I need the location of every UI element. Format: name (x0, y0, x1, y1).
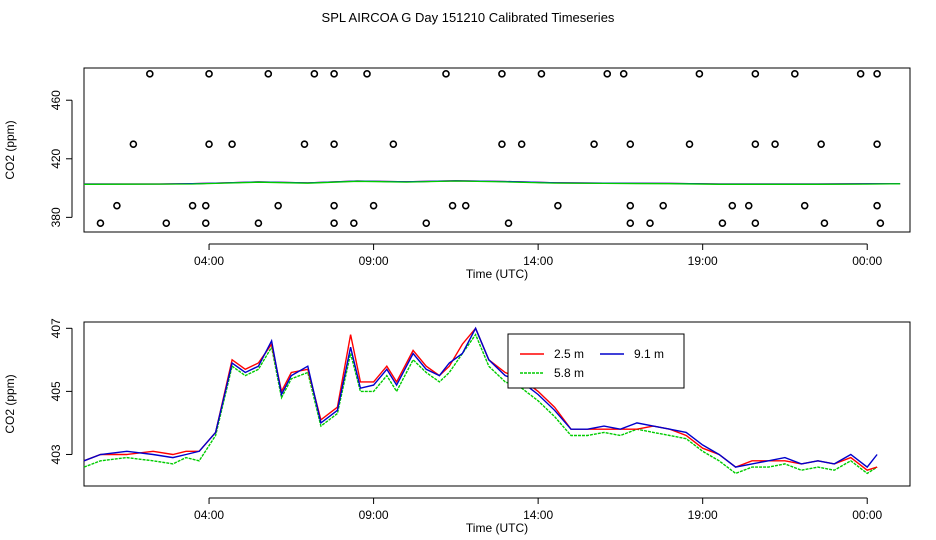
top-panel-data-point (162, 219, 171, 228)
top-panel-data-point (619, 70, 628, 78)
top-panel-data-point (129, 140, 138, 148)
top-panel-data-point (626, 201, 635, 210)
top-panel-data-point (254, 219, 263, 228)
top-panel-data-point (504, 219, 513, 228)
bottom-panel-legend-label: 9.1 m (634, 347, 664, 361)
bottom-panel-series-line (83, 326, 878, 469)
page-title: SPL AIRCOA G Day 151210 Calibrated Times… (322, 10, 615, 25)
top-panel-data-point (554, 201, 562, 210)
bottom-panel-series-line (83, 326, 878, 471)
top-panel-data-point (201, 201, 210, 210)
top-panel-data-point (873, 201, 881, 210)
bottom-panel-y-tick-label: 407 (49, 318, 63, 338)
top-panel-data-point (310, 70, 319, 78)
top-panel-x-tick-label: 19:00 (688, 254, 718, 268)
top-panel-data-point (873, 70, 881, 78)
top-panel-data-point (603, 70, 612, 78)
top-panel-data-point (369, 201, 378, 210)
top-panel-data-point (363, 70, 371, 78)
top-panel-data-point (751, 219, 760, 228)
top-panel-data-point (685, 140, 694, 148)
bottom-panel-x-tick-label: 04:00 (194, 508, 224, 522)
bottom-panel-x-tick-label: 09:00 (359, 508, 389, 522)
top-panel-plot-frame (83, 67, 911, 233)
top-panel-data-point (330, 140, 338, 148)
bottom-panel-x-axis-label: Time (UTC) (466, 521, 528, 535)
bottom-panel-x-tick-label: 19:00 (688, 508, 718, 522)
top-panel-data-point (659, 201, 667, 210)
top-panel-x-tick-label: 04:00 (194, 254, 224, 268)
bottom-panel-y-axis-label: CO2 (ppm) (3, 374, 17, 433)
top-panel-data-point (96, 219, 105, 228)
top-panel-y-tick-label: 380 (49, 207, 63, 227)
top-panel-data-point (718, 219, 727, 228)
top-panel-data-point (442, 70, 450, 78)
top-panel-data-point (113, 201, 121, 210)
top-panel-data-point (873, 140, 881, 148)
top-panel-data-point (820, 219, 829, 228)
top-panel-data-point (389, 140, 398, 148)
top-panel-x-tick-label: 00:00 (852, 254, 882, 268)
bottom-panel-legend-box (507, 333, 685, 389)
top-panel-data-point (626, 140, 635, 148)
bottom-panel-x-tick-label: 14:00 (523, 508, 553, 522)
top-panel-data-point (228, 140, 236, 148)
bottom-panel-x-tick-label: 00:00 (852, 508, 882, 522)
bottom-panel-plot-frame (83, 321, 911, 487)
top-panel-data-point (517, 140, 526, 148)
top-panel-data-point (146, 70, 154, 78)
bottom-panel-y-tick-label: 405 (49, 381, 63, 401)
top-panel-data-point (791, 70, 799, 78)
top-panel-data-point (537, 70, 546, 78)
top-panel-data-point (330, 219, 338, 228)
top-panel-data-point (448, 201, 457, 210)
top-panel-data-point (205, 70, 213, 78)
top-panel-data-point (817, 140, 825, 148)
top-panel-data-point (330, 201, 338, 210)
top-panel-data-point (695, 70, 704, 78)
top-panel-data-point (422, 219, 431, 228)
top-panel-data-point (188, 201, 197, 210)
top-panel-data-point (626, 219, 635, 228)
top-panel-series-line (83, 180, 901, 185)
top-panel-data-point (771, 140, 779, 148)
top-panel-data-point (264, 70, 273, 78)
top-panel-y-axis-label: CO2 (ppm) (3, 120, 17, 179)
bottom-panel-y-tick-label: 403 (49, 444, 63, 464)
top-panel-data-point (201, 219, 210, 228)
top-panel-y-tick-label: 460 (49, 90, 63, 110)
top-panel-data-point (498, 140, 506, 148)
top-panel-x-tick-label: 09:00 (359, 254, 389, 268)
top-panel-data-point (274, 201, 282, 210)
bottom-panel-series-line (83, 333, 878, 475)
top-panel-data-point (751, 70, 760, 78)
bottom-panel-legend-label: 5.8 m (554, 366, 584, 380)
top-panel-data-point (876, 219, 885, 228)
top-panel-data-point (330, 70, 338, 78)
top-panel-data-point (744, 201, 753, 210)
top-panel-y-tick-label: 420 (49, 148, 63, 168)
top-panel-data-point (856, 70, 865, 78)
top-panel-data-point (461, 201, 470, 210)
top-panel-data-point (590, 140, 598, 148)
top-panel-data-point (800, 201, 809, 210)
top-panel-data-point (350, 219, 358, 228)
top-panel-data-point (498, 70, 506, 78)
top-panel-data-point (646, 219, 654, 228)
top-panel-data-point (751, 140, 760, 148)
top-panel-data-point (205, 140, 213, 148)
bottom-panel-legend-label: 2.5 m (554, 347, 584, 361)
top-panel-data-point (300, 140, 309, 148)
top-panel-data-point (728, 201, 737, 210)
top-panel-x-tick-label: 14:00 (523, 254, 553, 268)
top-panel-x-axis-label: Time (UTC) (466, 267, 528, 281)
